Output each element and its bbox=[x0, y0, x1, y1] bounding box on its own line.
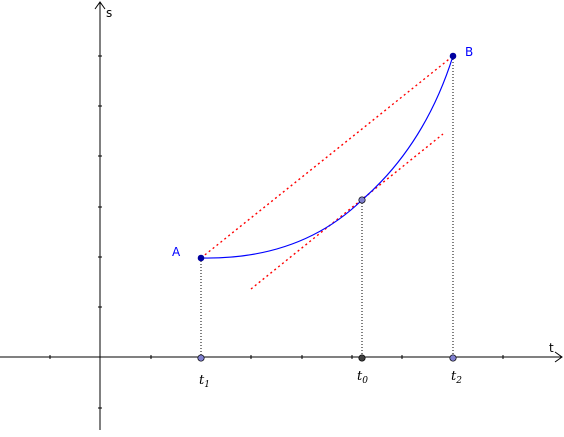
y-axis: s bbox=[94, 1, 112, 430]
y-axis-label: s bbox=[106, 6, 112, 20]
point-A[interactable] bbox=[197, 254, 205, 262]
point-A-label: A bbox=[172, 245, 181, 259]
secant-line bbox=[200, 55, 454, 259]
t0-label-main: t bbox=[357, 369, 363, 384]
y-axis-ticks bbox=[98, 55, 102, 409]
t1-label-sub: 1 bbox=[204, 380, 210, 390]
t0-label-sub: 0 bbox=[362, 376, 368, 386]
t1-label: t1 bbox=[199, 373, 210, 390]
y-axis-arrow bbox=[94, 1, 106, 10]
x-axis-arrow bbox=[554, 351, 563, 363]
point-t0[interactable] bbox=[358, 354, 366, 362]
t2-label-main: t bbox=[451, 369, 457, 384]
t1-label-main: t bbox=[199, 373, 205, 388]
x-axis: t bbox=[0, 341, 563, 363]
t2-label: t2 bbox=[451, 369, 462, 386]
t0-label: t0 bbox=[357, 369, 368, 386]
point-B[interactable] bbox=[449, 52, 457, 60]
t2-label-sub: 2 bbox=[455, 376, 462, 386]
drop-lines bbox=[200, 56, 454, 357]
point-t1[interactable] bbox=[197, 354, 205, 362]
tangent-line bbox=[250, 133, 444, 290]
point-t2[interactable] bbox=[449, 354, 457, 362]
x-axis-label: t bbox=[549, 341, 554, 355]
point-on-curve-t0[interactable] bbox=[358, 196, 366, 204]
point-B-label: B bbox=[465, 45, 473, 59]
